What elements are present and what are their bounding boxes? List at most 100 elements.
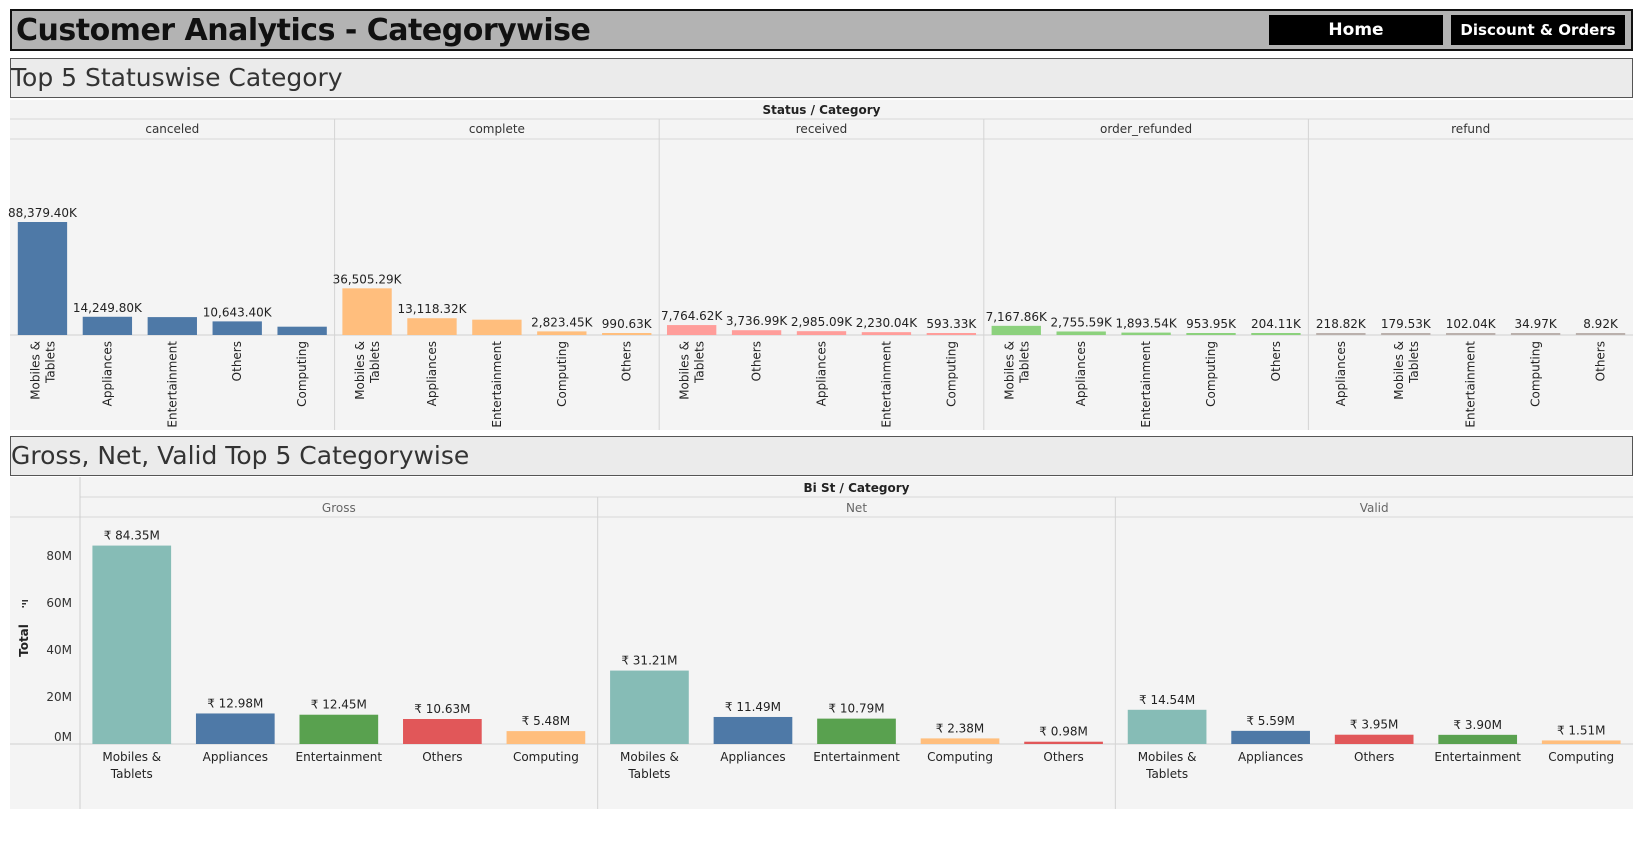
data-label-net-computing: ₹ 2.38M — [936, 721, 985, 735]
bar-order-refunded-entertainment — [1121, 332, 1171, 335]
tick-label-received-appliances: Appliances — [815, 341, 829, 406]
tick-label-received-computing: Computing — [944, 341, 958, 407]
tick-label-complete-others: Others — [620, 341, 634, 381]
tick-label-complete-entertainment: Entertainment — [490, 341, 504, 428]
bar-net-computing — [920, 738, 1000, 744]
tick-label-order-refunded-appliances: Appliances — [1074, 341, 1088, 406]
tick-label-received-others: Others — [750, 341, 764, 381]
data-label-received-computing: 593.33K — [926, 317, 977, 331]
data-label-gross-entertainment: ₹ 12.45M — [311, 698, 367, 712]
bar-valid-others — [1334, 734, 1414, 744]
bar-valid-appliances — [1231, 730, 1310, 744]
y-tick-80m: 80M — [46, 549, 72, 563]
bar-gross-appliances — [195, 713, 275, 744]
bar-net-others — [1024, 741, 1103, 744]
tick-label-order-refunded-others: Others — [1269, 341, 1283, 381]
tick-label-net-entertainment: Entertainment — [813, 750, 900, 764]
data-label-complete-others: 990.63K — [602, 317, 653, 331]
data-label-complete-mobiles-tablets: 36,505.29K — [333, 272, 403, 286]
tick-label-order-refunded-computing: Computing — [1204, 341, 1218, 407]
data-label-canceled-mobiles-tablets: 88,379.40K — [8, 206, 78, 220]
bar-received-computing — [926, 333, 977, 335]
tick-label-net-others: Others — [1043, 750, 1083, 764]
data-label-complete-computing: 2,823.45K — [531, 315, 593, 329]
bar-complete-mobiles-tablets — [342, 288, 392, 335]
data-label-gross-computing: ₹ 5.48M — [522, 714, 571, 728]
data-label-canceled-appliances: 14,249.80K — [73, 301, 143, 315]
data-label-net-entertainment: ₹ 10.79M — [828, 702, 884, 716]
tick-label-net-appliances: Appliances — [720, 750, 785, 764]
data-label-valid-others: ₹ 3.95M — [1350, 718, 1399, 732]
tick-label-refund-others: Others — [1594, 341, 1608, 381]
pane-header-complete: complete — [469, 122, 525, 136]
tick-label-valid-appliances: Appliances — [1238, 750, 1303, 764]
bar-gross-others — [403, 718, 482, 744]
dashboard-title: Customer Analytics - Categorywise — [16, 13, 591, 48]
bar-received-entertainment — [861, 332, 912, 335]
bar-order-refunded-mobiles-tablets — [991, 325, 1041, 335]
data-label-order-refunded-computing: 953.95K — [1186, 317, 1237, 331]
bar-received-appliances — [796, 331, 847, 335]
y-tick-40m: 40M — [46, 643, 72, 657]
bar-gross-computing — [506, 731, 586, 744]
bar-valid-mobiles-tablets — [1127, 709, 1207, 744]
bar-canceled-mobiles-tablets — [17, 222, 68, 335]
chart1-background — [10, 100, 1633, 430]
chart2-y-axis-label: Total — [17, 624, 31, 657]
top-section-bar: Top 5 Statuswise Category — [10, 58, 1633, 98]
tick-label-gross-mobiles-tablets: Mobiles & Tablets — [102, 750, 161, 781]
y-tick-0m: 0M — [54, 730, 72, 744]
bar-refund-others — [1575, 333, 1626, 335]
data-label-refund-computing: 34.97K — [1515, 317, 1558, 331]
tick-label-refund-entertainment: Entertainment — [1464, 341, 1478, 428]
top-section-title: Top 5 Statuswise Category — [11, 63, 343, 92]
bottom-section-title: Gross, Net, Valid Top 5 Categorywise — [11, 441, 470, 470]
bar-canceled-computing — [277, 326, 327, 335]
data-label-valid-computing: ₹ 1.51M — [1557, 723, 1606, 737]
tick-label-gross-others: Others — [422, 750, 462, 764]
bar-net-mobiles-tablets — [610, 670, 689, 744]
data-label-order-refunded-appliances: 2,755.59K — [1051, 315, 1113, 329]
data-label-valid-mobiles-tablets: ₹ 14.54M — [1139, 693, 1195, 707]
tick-label-received-mobiles-tablets: Mobiles &Tablets — [678, 341, 707, 400]
tick-label-gross-entertainment: Entertainment — [296, 750, 383, 764]
data-label-valid-appliances: ₹ 5.59M — [1246, 714, 1295, 728]
tick-label-complete-computing: Computing — [555, 341, 569, 407]
bottom-section-bar: Gross, Net, Valid Top 5 Categorywise — [10, 436, 1633, 476]
bar-received-others — [731, 330, 782, 335]
data-label-received-mobiles-tablets: 7,764.62K — [661, 309, 723, 323]
data-label-received-others: 3,736.99K — [726, 314, 788, 328]
chart2-background — [10, 477, 1633, 809]
bar-refund-computing — [1510, 333, 1561, 335]
tick-label-canceled-computing: Computing — [295, 341, 309, 407]
sort-icon — [22, 600, 28, 608]
data-label-gross-appliances: ₹ 12.98M — [207, 696, 263, 710]
data-label-net-others: ₹ 0.98M — [1039, 725, 1088, 739]
pane-header-order-refunded: order_refunded — [1100, 122, 1192, 136]
home-button[interactable]: Home — [1269, 15, 1443, 45]
tick-label-gross-appliances: Appliances — [203, 750, 268, 764]
bar-canceled-others — [212, 321, 262, 335]
data-label-refund-others: 8.92K — [1583, 317, 1619, 331]
data-label-refund-appliances: 218.82K — [1316, 317, 1367, 331]
tick-label-net-mobiles-tablets: Mobiles & Tablets — [620, 750, 679, 781]
bar-refund-mobiles-tablets — [1381, 333, 1431, 335]
tick-label-valid-entertainment: Entertainment — [1434, 750, 1521, 764]
data-label-gross-mobiles-tablets: ₹ 84.35M — [104, 529, 160, 543]
y-tick-60m: 60M — [46, 596, 72, 610]
data-label-valid-entertainment: ₹ 3.90M — [1453, 718, 1502, 732]
pane-header-gross: Gross — [322, 501, 356, 515]
discount-orders-button[interactable]: Discount & Orders — [1451, 15, 1625, 45]
tick-label-valid-others: Others — [1354, 750, 1394, 764]
tick-label-refund-computing: Computing — [1529, 341, 1543, 407]
tick-label-received-entertainment: Entertainment — [879, 341, 893, 428]
data-label-net-mobiles-tablets: ₹ 31.21M — [621, 654, 677, 668]
tick-label-canceled-appliances: Appliances — [100, 341, 114, 406]
bar-canceled-appliances — [82, 316, 133, 335]
bar-refund-entertainment — [1446, 333, 1496, 335]
tick-label-gross-computing: Computing — [513, 750, 579, 764]
bar-gross-mobiles-tablets — [92, 545, 172, 744]
data-label-refund-mobiles-tablets: 179.53K — [1381, 317, 1432, 331]
y-tick-20m: 20M — [46, 690, 72, 704]
chart2-title: Bi St / Category — [804, 481, 910, 495]
